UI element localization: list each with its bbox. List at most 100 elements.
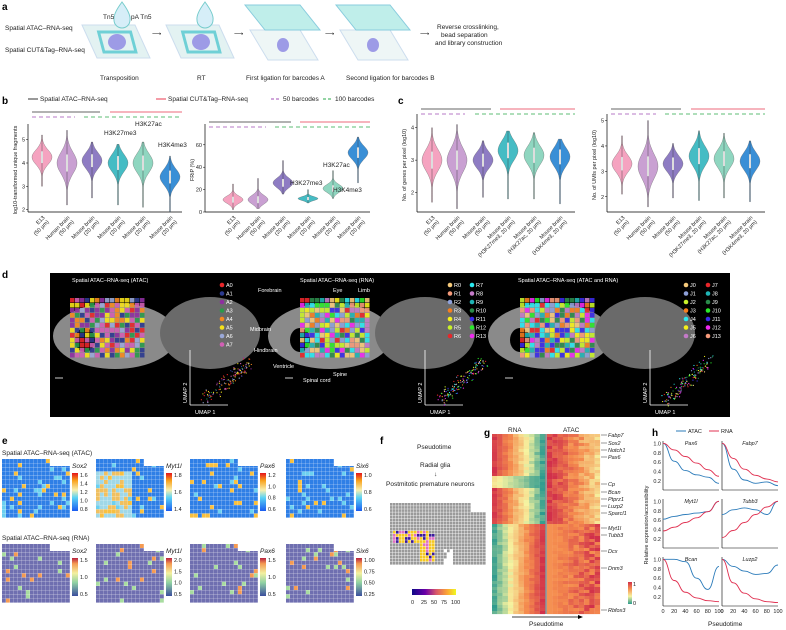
umap-point xyxy=(474,373,476,375)
heat-cell-atac xyxy=(552,593,558,597)
spot xyxy=(54,480,58,484)
umap-point xyxy=(238,369,240,371)
spot xyxy=(22,590,26,595)
pixel xyxy=(80,328,85,333)
spot xyxy=(250,565,254,569)
spot xyxy=(112,492,116,497)
pixel xyxy=(399,540,402,543)
spot xyxy=(318,556,322,561)
heat-cell-atac xyxy=(552,482,558,486)
pixel xyxy=(85,323,90,328)
spot xyxy=(124,475,128,480)
pixel xyxy=(459,524,462,528)
spot xyxy=(198,505,202,510)
spot xyxy=(42,565,46,569)
pixel xyxy=(441,530,444,534)
umap-point xyxy=(218,382,220,384)
heat-cell-rna xyxy=(502,569,508,573)
pixel xyxy=(465,527,468,531)
pixel xyxy=(565,313,570,318)
heat-cell-rna xyxy=(529,521,535,525)
pixel xyxy=(535,318,540,323)
pixel xyxy=(360,298,365,303)
heat-cell-rna xyxy=(523,497,530,501)
heat-cell-atac xyxy=(547,491,553,495)
spot xyxy=(246,488,250,493)
heat-cell-atac xyxy=(557,530,563,534)
heat-cell-atac xyxy=(557,593,563,597)
umap-point xyxy=(202,393,204,395)
colorbar-tick: 1.5 xyxy=(174,569,182,575)
colorbar xyxy=(72,558,78,596)
heat-cell-rna xyxy=(523,437,530,441)
spot xyxy=(6,581,10,586)
spot xyxy=(140,505,144,510)
pixel xyxy=(520,303,525,308)
pixel xyxy=(70,318,75,323)
heat-cell-atac xyxy=(594,506,601,510)
heat-cell-rna xyxy=(502,458,508,462)
spot xyxy=(148,598,152,603)
spot xyxy=(298,467,302,472)
heat-cell-atac xyxy=(573,446,579,450)
spot xyxy=(42,475,46,480)
heat-cell-rna xyxy=(502,596,508,600)
heat-cell-atac xyxy=(547,599,553,603)
spot xyxy=(226,509,230,514)
spot xyxy=(342,586,346,590)
spot xyxy=(322,590,326,595)
spot xyxy=(30,544,34,548)
spot xyxy=(2,488,6,493)
spot xyxy=(144,594,148,599)
spot xyxy=(6,513,10,518)
pixel xyxy=(130,318,135,323)
spot xyxy=(132,552,136,557)
heat-cell-rna xyxy=(507,545,514,549)
spot xyxy=(10,565,14,569)
spot xyxy=(334,492,338,497)
heat-cell-rna xyxy=(529,584,535,588)
cluster-label: J7 xyxy=(712,283,718,289)
heat-cell-rna xyxy=(518,578,524,582)
heat-cell-atac xyxy=(552,518,558,522)
spot xyxy=(2,556,6,561)
heat-cell-rna xyxy=(497,449,503,453)
pixel xyxy=(405,521,408,525)
pixel xyxy=(480,537,483,540)
e-row-title-atac: Spatial ATAC–RNA-seq (ATAC) xyxy=(2,450,92,457)
spot xyxy=(42,505,46,510)
spot xyxy=(96,471,100,476)
heat-cell-atac xyxy=(547,509,553,513)
spot xyxy=(342,496,346,501)
pixel xyxy=(417,521,420,525)
pixel xyxy=(441,558,444,562)
heat-cell-rna xyxy=(539,458,546,462)
pixel xyxy=(417,540,420,543)
spot xyxy=(116,475,120,480)
spot xyxy=(210,544,214,548)
heat-cell-rna xyxy=(513,473,519,477)
heat-cell-atac xyxy=(589,545,595,549)
heat-cell-rna xyxy=(539,467,546,471)
pixel xyxy=(429,555,432,559)
pixel xyxy=(75,333,80,338)
spot xyxy=(100,544,104,548)
heat-cell-atac xyxy=(573,533,579,537)
pixel xyxy=(300,348,305,353)
spot xyxy=(128,560,132,565)
heat-cell-atac xyxy=(568,461,574,465)
pixel xyxy=(340,303,345,308)
spot xyxy=(350,590,354,595)
pixel xyxy=(438,543,441,546)
spot xyxy=(306,475,310,480)
spot xyxy=(202,492,206,497)
heat-cell-rna xyxy=(497,485,503,489)
spot xyxy=(322,463,326,468)
heat-cell-atac xyxy=(562,536,569,540)
umap-point xyxy=(701,367,703,369)
pixel xyxy=(450,540,453,543)
spot xyxy=(104,573,108,578)
pixel xyxy=(471,546,474,550)
spot xyxy=(148,480,152,484)
